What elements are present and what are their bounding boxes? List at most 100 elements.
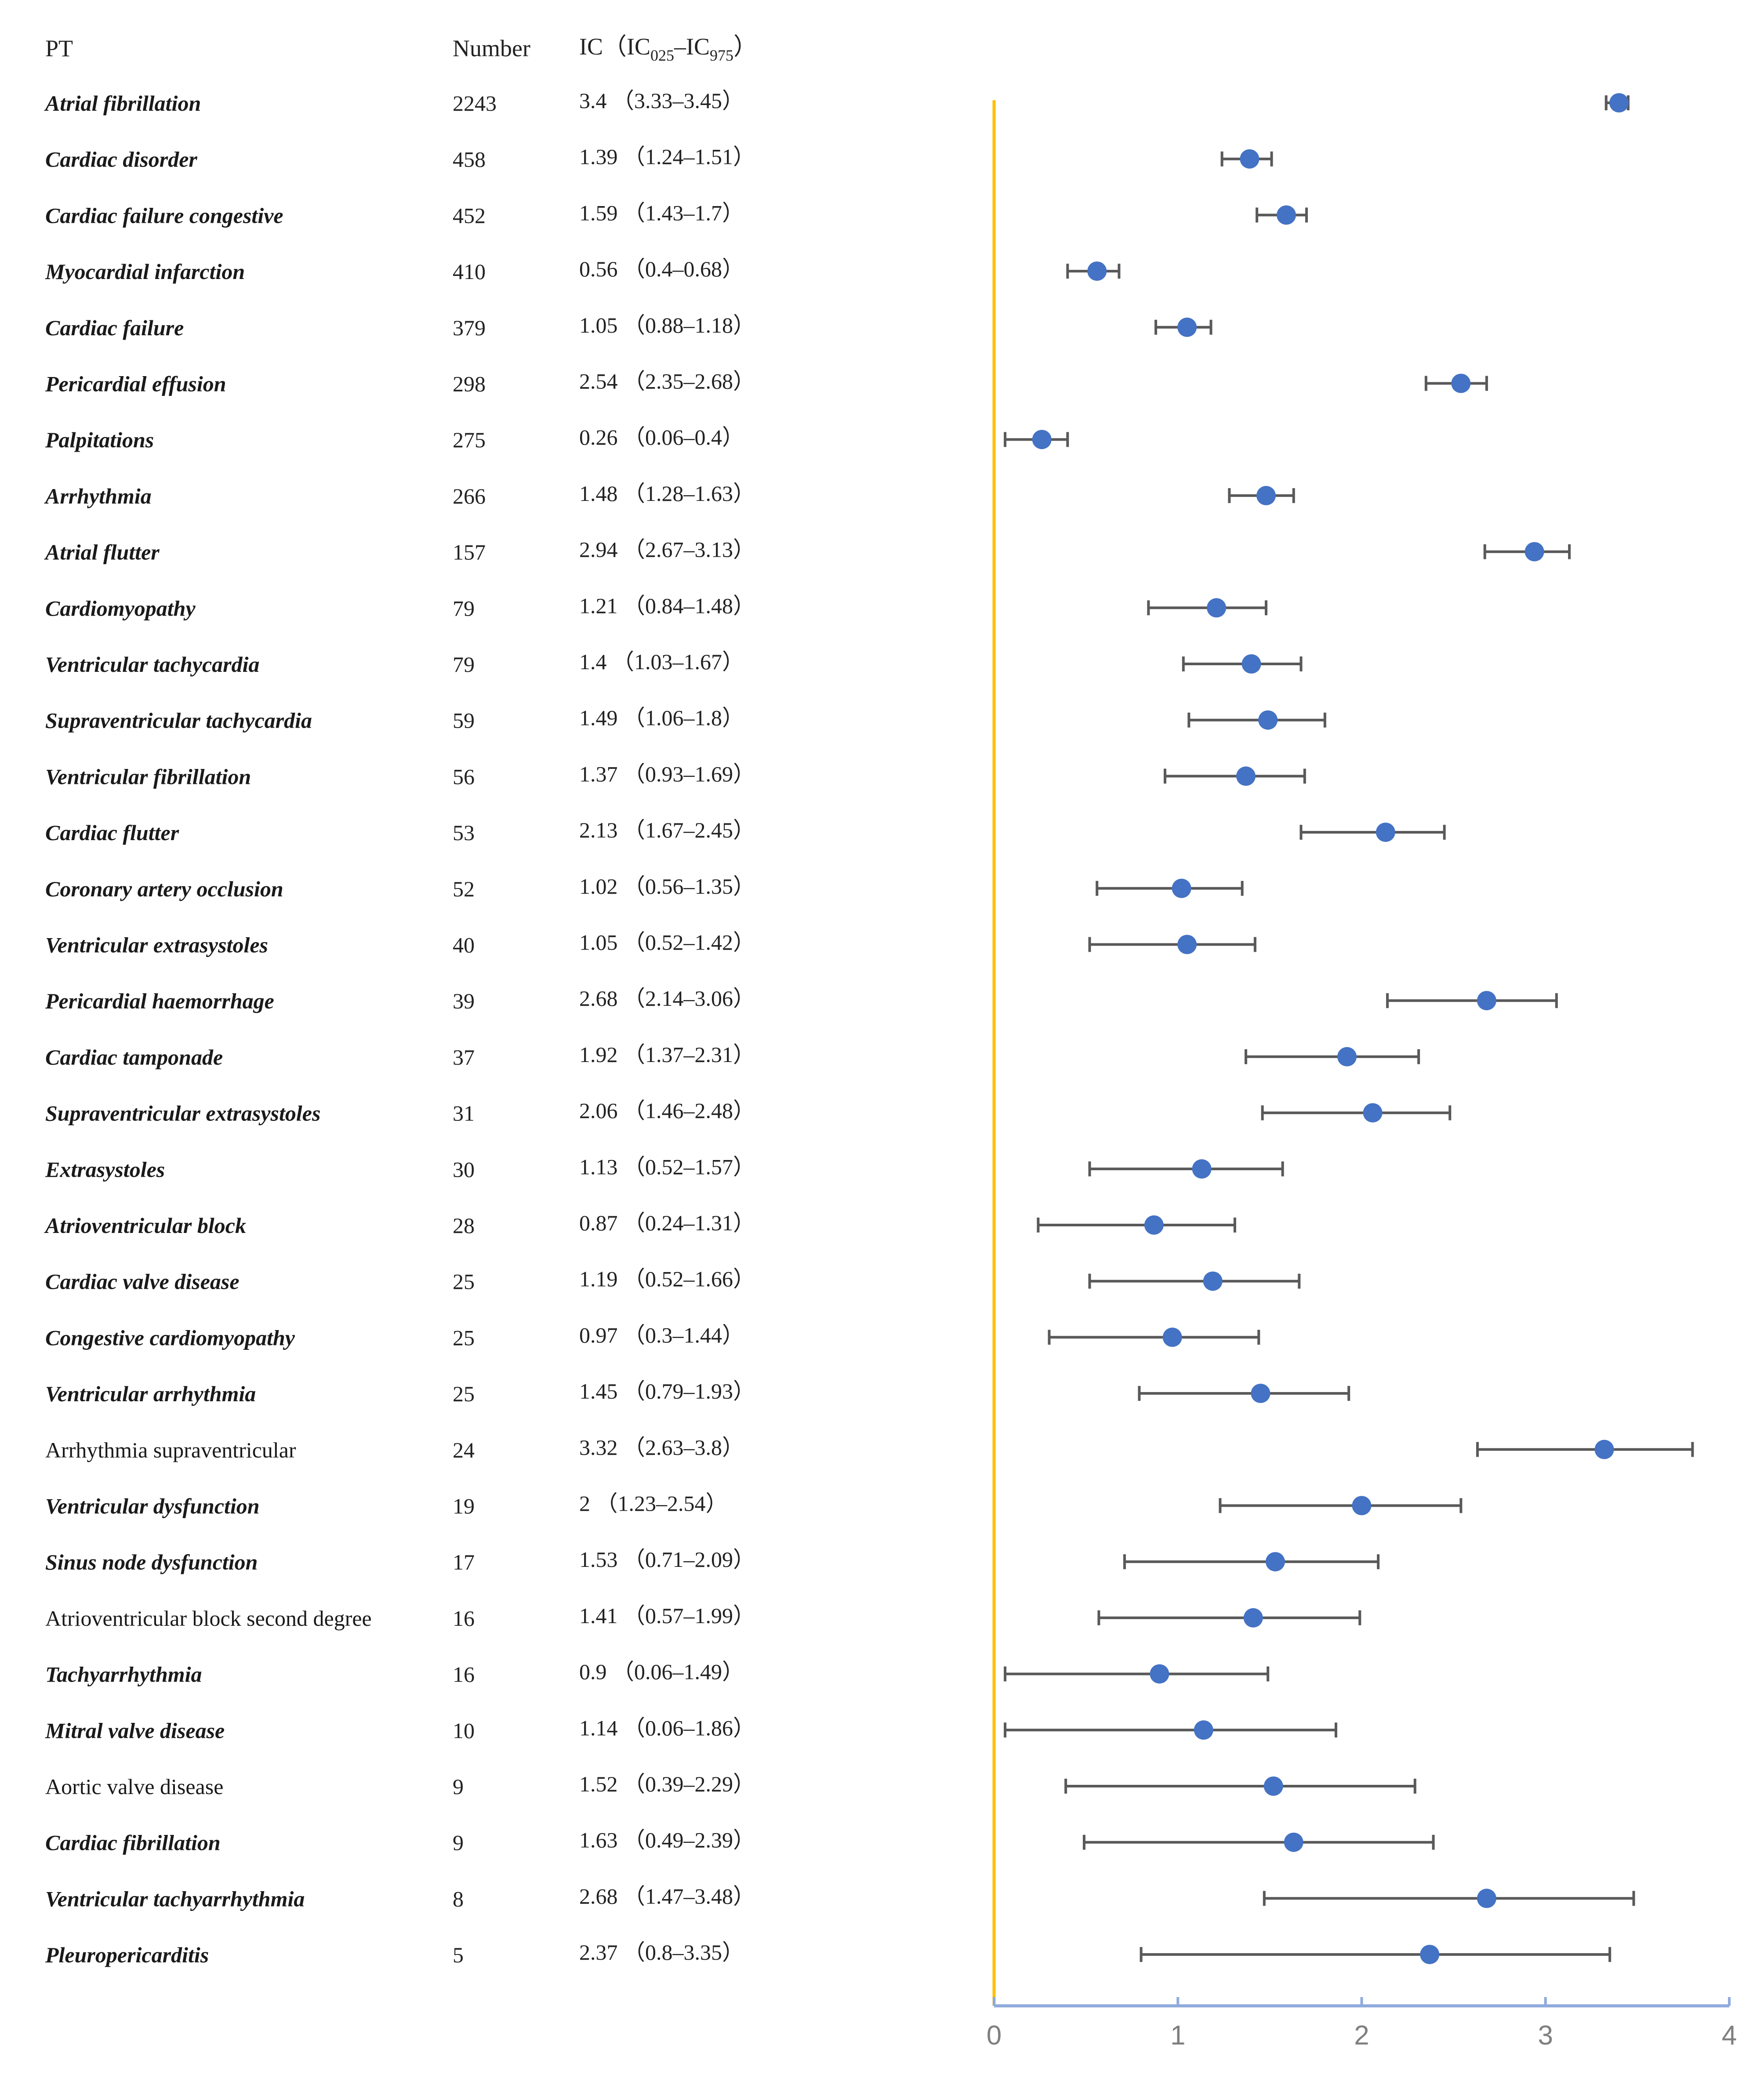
ic-point bbox=[1337, 1047, 1357, 1066]
row-number: 458 bbox=[453, 147, 486, 172]
row-pt-label: Sinus node dysfunction bbox=[45, 1550, 258, 1574]
row-number: 25 bbox=[453, 1325, 475, 1350]
row-ic-text: 2.54 （2.35–2.68） bbox=[579, 369, 755, 394]
row-ic-text: 1.39 （1.24–1.51） bbox=[579, 145, 755, 169]
ic-point bbox=[1087, 261, 1107, 281]
ic-point bbox=[1609, 93, 1629, 112]
row-number: 79 bbox=[453, 652, 475, 677]
row-pt-label: Cardiac tamponade bbox=[45, 1045, 223, 1069]
row-ic-text: 2 （1.23–2.54） bbox=[579, 1491, 728, 1516]
x-tick-label: 1 bbox=[1170, 2020, 1185, 2051]
row-ic-text: 1.4 （1.03–1.67） bbox=[579, 649, 744, 674]
row-ic-text: 3.4 （3.33–3.45） bbox=[579, 88, 744, 113]
row-number: 157 bbox=[453, 540, 486, 565]
row-ic-text: 1.21 （0.84–1.48） bbox=[579, 593, 755, 618]
row-pt-label: Ventricular dysfunction bbox=[45, 1494, 260, 1519]
row-number: 56 bbox=[453, 764, 475, 789]
ic-point bbox=[1032, 430, 1052, 450]
row-ic-text: 1.19 （0.52–1.66） bbox=[579, 1267, 755, 1291]
table-rows: Atrial fibrillation 2243 3.4 （3.33–3.45） Ca… bbox=[44, 88, 755, 1967]
row-pt-label: Coronary artery occlusion bbox=[45, 877, 283, 901]
row-number: 37 bbox=[453, 1045, 475, 1069]
ic-point bbox=[1477, 991, 1496, 1011]
ic-point bbox=[1352, 1496, 1372, 1515]
row-number: 5 bbox=[453, 1943, 464, 1967]
row-pt-label: Cardiac flutter bbox=[45, 820, 179, 845]
row-ic-text: 0.9 （0.06–1.49） bbox=[579, 1660, 744, 1684]
row-pt-label: Supraventricular extrasystoles bbox=[45, 1101, 320, 1126]
row-pt-label: Cardiac failure bbox=[45, 315, 184, 340]
row-ic-text: 1.52 （0.39–2.29） bbox=[579, 1772, 755, 1796]
row-pt-label: Ventricular tachycardia bbox=[45, 652, 260, 677]
row-pt-label: Palpitations bbox=[45, 428, 154, 452]
row-number: 298 bbox=[453, 372, 486, 396]
row-pt-label: Arrhythmia bbox=[44, 484, 152, 508]
ic-point bbox=[1172, 878, 1191, 898]
row-pt-label: Mitral valve disease bbox=[45, 1718, 225, 1743]
row-ic-text: 1.02 （0.56–1.35） bbox=[579, 874, 755, 899]
row-pt-label: Aortic valve disease bbox=[45, 1774, 223, 1799]
ic-point bbox=[1477, 1889, 1496, 1908]
row-ic-text: 0.56 （0.4–0.68） bbox=[579, 257, 744, 281]
row-ic-text: 1.59 （1.43–1.7） bbox=[579, 200, 744, 225]
row-pt-label: Arrhythmia supraventricular bbox=[45, 1438, 296, 1462]
row-pt-label: Congestive cardiomyopathy bbox=[45, 1325, 295, 1350]
x-tick-label: 3 bbox=[1538, 2020, 1553, 2051]
row-number: 379 bbox=[453, 315, 486, 340]
row-number: 9 bbox=[453, 1831, 464, 1855]
row-pt-label: Pericardial effusion bbox=[45, 372, 226, 396]
row-number: 39 bbox=[453, 989, 475, 1013]
header-ic-close: ） bbox=[733, 33, 757, 60]
ic-point bbox=[1451, 373, 1471, 393]
row-ic-text: 1.14 （0.06–1.86） bbox=[579, 1715, 755, 1740]
row-pt-label: Supraventricular tachycardia bbox=[45, 708, 312, 733]
row-ic-text: 1.13 （0.52–1.57） bbox=[579, 1154, 755, 1179]
row-pt-label: Cardiac valve disease bbox=[45, 1269, 240, 1294]
row-pt-label: Ventricular extrasystoles bbox=[45, 933, 268, 957]
row-ic-text: 0.87 （0.24–1.31） bbox=[579, 1211, 755, 1235]
row-pt-label: Pericardial haemorrhage bbox=[45, 989, 274, 1013]
ic-point bbox=[1243, 1608, 1263, 1628]
row-number: 16 bbox=[453, 1606, 475, 1631]
row-number: 19 bbox=[453, 1494, 475, 1519]
row-pt-label: Ventricular fibrillation bbox=[45, 764, 251, 789]
row-ic-text: 1.49 （1.06–1.8） bbox=[579, 706, 744, 730]
row-pt-label: Extrasystoles bbox=[45, 1157, 165, 1182]
ic-point bbox=[1240, 149, 1259, 169]
row-pt-label: Cardiac failure congestive bbox=[45, 203, 283, 228]
row-ic-text: 0.97 （0.3–1.44） bbox=[579, 1323, 744, 1347]
row-number: 17 bbox=[453, 1550, 475, 1574]
row-pt-label: Atrioventricular block bbox=[44, 1213, 246, 1238]
row-ic-text: 2.68 （1.47–3.48） bbox=[579, 1884, 755, 1908]
row-pt-label: Cardiomyopathy bbox=[45, 596, 196, 620]
header-ic-sub2: 975 bbox=[710, 47, 733, 64]
row-pt-label: Ventricular tachyarrhythmia bbox=[45, 1886, 305, 1911]
ic-point bbox=[1194, 1720, 1213, 1740]
row-pt-label: Myocardial infarction bbox=[45, 259, 245, 284]
ic-point bbox=[1162, 1327, 1182, 1347]
row-number: 59 bbox=[453, 708, 475, 733]
row-number: 24 bbox=[453, 1438, 475, 1462]
ic-point bbox=[1177, 935, 1197, 954]
ic-point bbox=[1192, 1159, 1212, 1179]
ic-point bbox=[1207, 598, 1227, 618]
ic-point bbox=[1265, 1552, 1285, 1572]
row-number: 10 bbox=[453, 1718, 475, 1743]
row-ic-text: 1.53 （0.71–2.09） bbox=[579, 1547, 755, 1572]
ic-point bbox=[1256, 486, 1276, 505]
ic-point bbox=[1251, 1384, 1270, 1403]
row-number: 266 bbox=[453, 484, 486, 508]
row-number: 275 bbox=[453, 428, 486, 452]
row-number: 25 bbox=[453, 1269, 475, 1294]
row-number: 9 bbox=[453, 1774, 464, 1799]
header-ic-main: IC（IC bbox=[579, 33, 650, 60]
row-pt-label: Cardiac fibrillation bbox=[45, 1831, 221, 1855]
ic-point bbox=[1263, 1776, 1283, 1796]
ic-point bbox=[1241, 654, 1261, 674]
ic-point bbox=[1376, 823, 1395, 842]
header-number: Number bbox=[453, 35, 530, 62]
ic-point bbox=[1236, 766, 1256, 786]
x-tick-label: 0 bbox=[987, 2020, 1002, 2051]
row-pt-label: Ventricular arrhythmia bbox=[45, 1381, 256, 1406]
